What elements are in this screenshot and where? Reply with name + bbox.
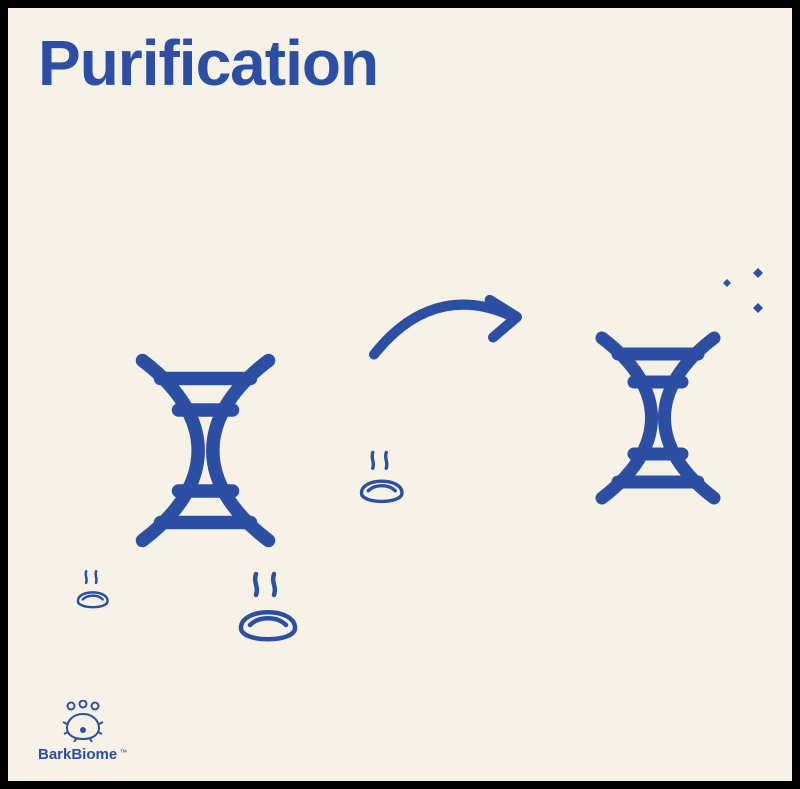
brand-name: BarkBiome	[38, 746, 117, 763]
debris-icon	[223, 568, 313, 658]
brand-logo: BarkBiome ™	[38, 700, 127, 763]
page-title: Purification	[38, 26, 378, 100]
debris-icon	[68, 568, 118, 618]
dna-impure-icon	[93, 338, 318, 563]
infographic-canvas: Purification	[8, 8, 792, 781]
arrow-icon	[353, 283, 538, 368]
trademark-symbol: ™	[119, 748, 127, 757]
paw-microbe-icon	[59, 700, 107, 742]
dna-pure-icon	[558, 318, 758, 518]
debris-icon	[348, 448, 416, 516]
sparkle-icon	[708, 268, 778, 348]
